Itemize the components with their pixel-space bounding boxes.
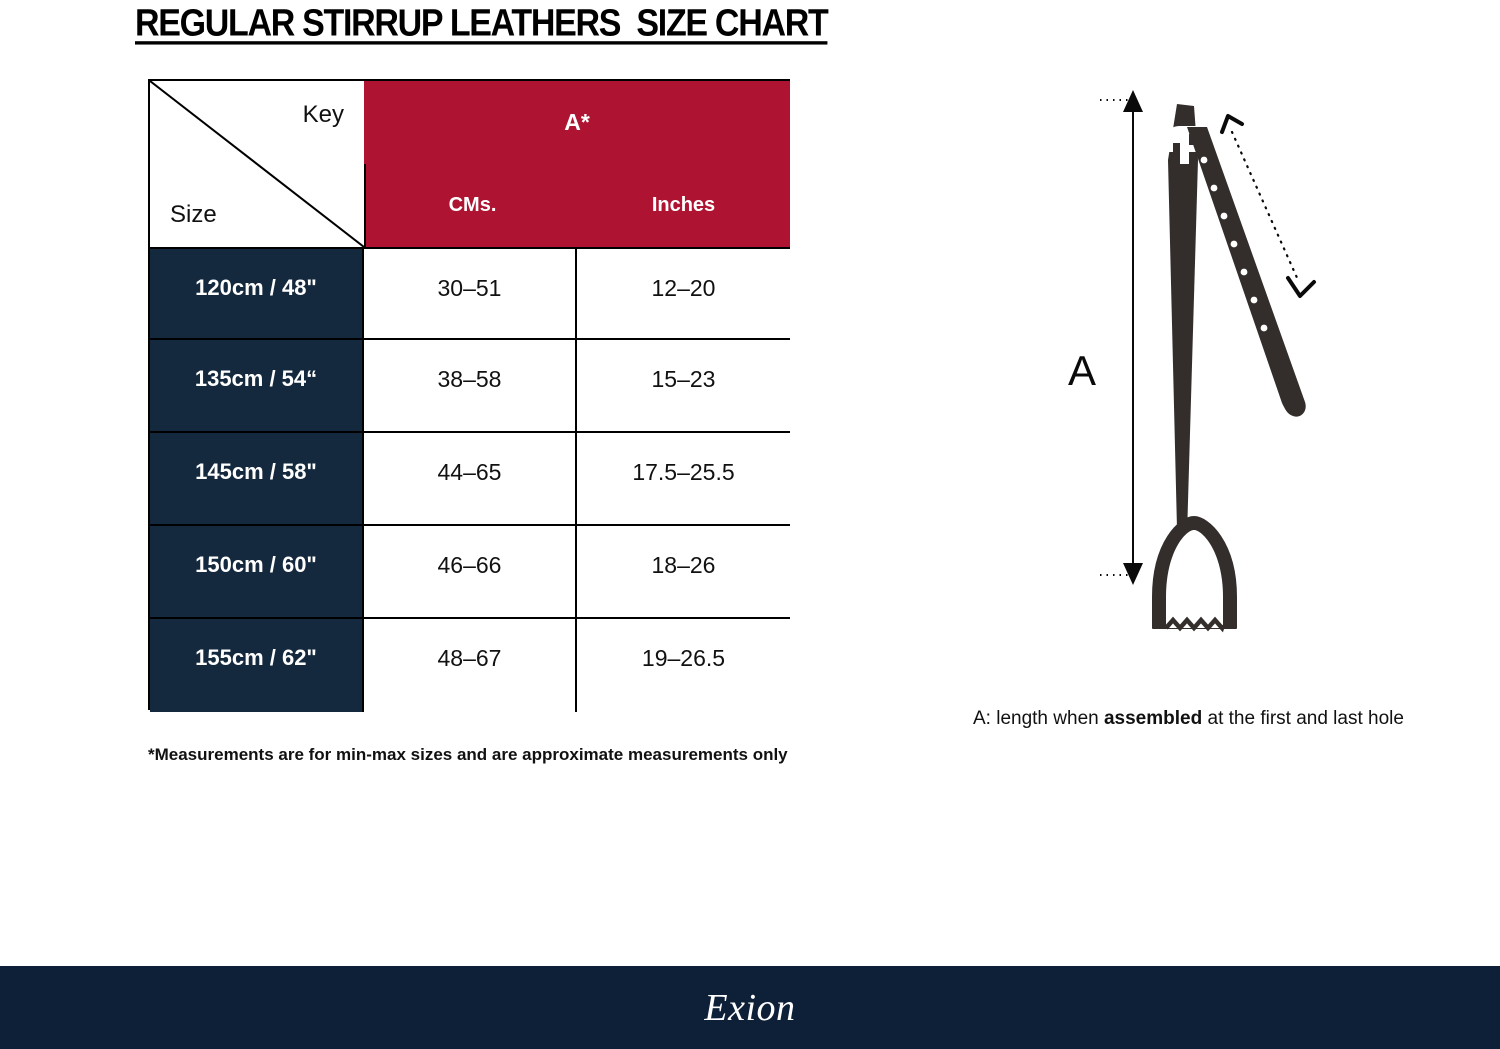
svg-text:A: A [1068, 347, 1096, 394]
